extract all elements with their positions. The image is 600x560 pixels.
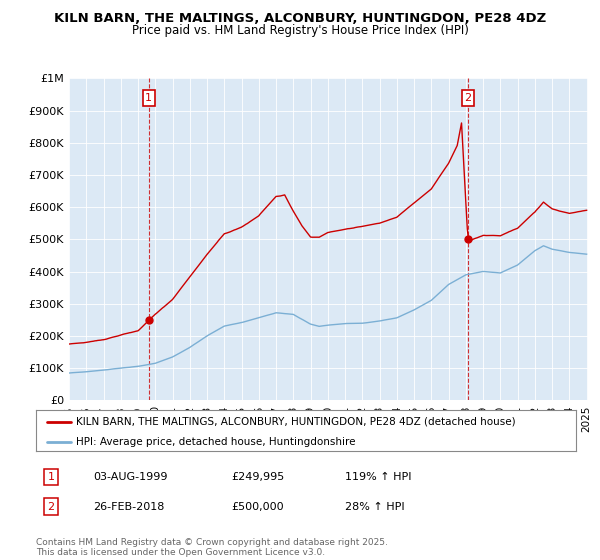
Text: £249,995: £249,995 [231,472,284,482]
Text: 26-FEB-2018: 26-FEB-2018 [93,502,164,512]
Text: KILN BARN, THE MALTINGS, ALCONBURY, HUNTINGDON, PE28 4DZ (detached house): KILN BARN, THE MALTINGS, ALCONBURY, HUNT… [77,417,516,427]
Text: 1: 1 [145,93,152,103]
Text: 28% ↑ HPI: 28% ↑ HPI [345,502,404,512]
Text: HPI: Average price, detached house, Huntingdonshire: HPI: Average price, detached house, Hunt… [77,437,356,447]
Text: 1: 1 [47,472,55,482]
Text: 119% ↑ HPI: 119% ↑ HPI [345,472,412,482]
Text: Price paid vs. HM Land Registry's House Price Index (HPI): Price paid vs. HM Land Registry's House … [131,24,469,37]
Text: £500,000: £500,000 [231,502,284,512]
Text: KILN BARN, THE MALTINGS, ALCONBURY, HUNTINGDON, PE28 4DZ: KILN BARN, THE MALTINGS, ALCONBURY, HUNT… [54,12,546,25]
Text: 2: 2 [464,93,472,103]
Text: Contains HM Land Registry data © Crown copyright and database right 2025.
This d: Contains HM Land Registry data © Crown c… [36,538,388,557]
Text: 2: 2 [47,502,55,512]
Text: 03-AUG-1999: 03-AUG-1999 [93,472,167,482]
